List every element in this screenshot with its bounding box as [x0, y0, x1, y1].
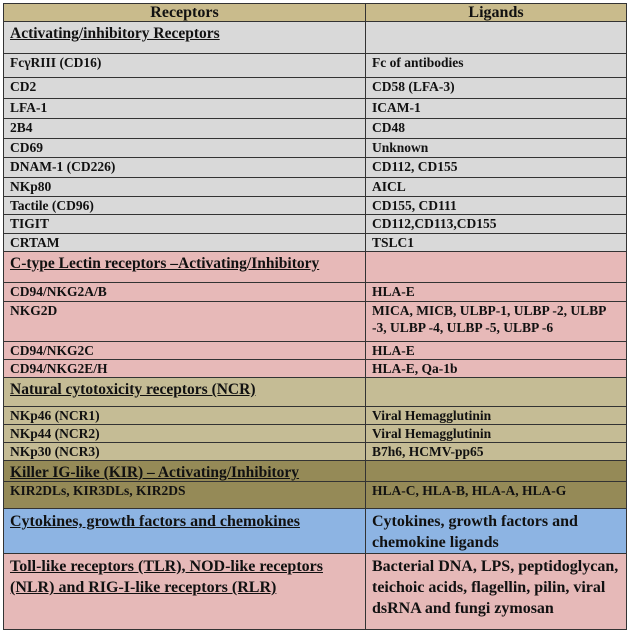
receptor-ligand-table: Receptors Ligands Activating/inhibitory …: [3, 3, 627, 630]
section-title: Cytokines, growth factors and chemokines: [3, 508, 366, 554]
ligand-cell: TSLC1: [365, 233, 627, 252]
receptor-cell: Tactile (CD96): [3, 196, 366, 215]
receptor-cell: CD94/NKG2E/H: [3, 359, 366, 378]
receptor-cell: DNAM-1 (CD226): [3, 157, 366, 178]
ligand-cell: AICL: [365, 177, 627, 197]
ligand-cell: CD58 (LFA-3): [365, 77, 627, 99]
ligand-cell: Unknown: [365, 138, 627, 158]
section-header-row: Natural cytotoxicity receptors (NCR): [3, 377, 627, 407]
receptor-cell: NKp46 (NCR1): [3, 406, 366, 425]
ligand-cell: ICAM-1: [365, 98, 627, 119]
ligand-cell: B7h6, HCMV-pp65: [365, 442, 627, 461]
table-row: NKp30 (NCR3) B7h6, HCMV-pp65: [3, 442, 627, 461]
section-title: Toll-like receptors (TLR), NOD-like rece…: [3, 553, 366, 630]
table-row: CRTAM TSLC1: [3, 233, 627, 252]
section-title: Natural cytotoxicity receptors (NCR): [3, 377, 366, 407]
table-row: LFA-1 ICAM-1: [3, 98, 627, 119]
table-row: CD94/NKG2C HLA-E: [3, 341, 627, 360]
section-ligand: [365, 460, 627, 482]
section-header-row: Toll-like receptors (TLR), NOD-like rece…: [3, 553, 627, 630]
table-row: CD94/NKG2E/H HLA-E, Qa-1b: [3, 359, 627, 378]
header-row: Receptors Ligands: [3, 3, 627, 22]
table-row: CD94/NKG2A/B HLA-E: [3, 282, 627, 302]
section-header-row: Activating/inhibitory Receptors: [3, 21, 627, 54]
section-header-row: Cytokines, growth factors and chemokines…: [3, 508, 627, 554]
receptor-cell: NKG2D: [3, 301, 366, 342]
table-row: NKp46 (NCR1) Viral Hemagglutinin: [3, 406, 627, 425]
table-row: NKp44 (NCR2) Viral Hemagglutinin: [3, 424, 627, 443]
ligand-cell: HLA-E: [365, 282, 627, 302]
section-title: Activating/inhibitory Receptors: [3, 21, 366, 54]
receptor-cell: CD94/NKG2A/B: [3, 282, 366, 302]
receptor-cell: NKp30 (NCR3): [3, 442, 366, 461]
header-ligands: Ligands: [365, 3, 627, 22]
table-row: TIGIT CD112,CD113,CD155: [3, 214, 627, 234]
ligand-cell: Fc of antibodies: [365, 53, 627, 78]
section-ligand: Bacterial DNA, LPS, peptidoglycan, teich…: [365, 553, 627, 630]
ligand-cell: CD112,CD113,CD155: [365, 214, 627, 234]
receptor-cell: CD94/NKG2C: [3, 341, 366, 360]
section-header-row: C-type Lectin receptors –Activating/Inhi…: [3, 251, 627, 283]
ligand-cell: HLA-E: [365, 341, 627, 360]
receptor-cell: TIGIT: [3, 214, 366, 234]
receptor-cell: NKp44 (NCR2): [3, 424, 366, 443]
table-row: KIR2DLs, KIR3DLs, KIR2DS HLA-C, HLA-B, HL…: [3, 481, 627, 509]
section-header-row: Killer IG-like (KIR) – Activating/Inhibi…: [3, 460, 627, 482]
table-row: Tactile (CD96) CD155, CD111: [3, 196, 627, 215]
table-row: FcγRIII (CD16) Fc of antibodies: [3, 53, 627, 78]
ligand-cell: CD48: [365, 118, 627, 139]
receptor-cell: CD69: [3, 138, 366, 158]
receptor-cell: FcγRIII (CD16): [3, 53, 366, 78]
section-ligand: Cytokines, growth factors and chemokine …: [365, 508, 627, 554]
table-row: CD2 CD58 (LFA-3): [3, 77, 627, 99]
section-title: Killer IG-like (KIR) – Activating/Inhibi…: [3, 460, 366, 482]
ligand-cell: CD112, CD155: [365, 157, 627, 178]
ligand-cell: HLA-E, Qa-1b: [365, 359, 627, 378]
table-row: NKG2D MICA, MICB, ULBP-1, ULBP -2, ULBP -…: [3, 301, 627, 342]
ligand-cell: CD155, CD111: [365, 196, 627, 215]
table-row: NKp80 AICL: [3, 177, 627, 197]
receptor-cell: 2B4: [3, 118, 366, 139]
receptor-cell: CRTAM: [3, 233, 366, 252]
table-row: 2B4 CD48: [3, 118, 627, 139]
receptor-cell: KIR2DLs, KIR3DLs, KIR2DS: [3, 481, 366, 509]
section-ligand: [365, 377, 627, 407]
section-title: C-type Lectin receptors –Activating/Inhi…: [3, 251, 366, 283]
table-row: DNAM-1 (CD226) CD112, CD155: [3, 157, 627, 178]
section-ligand: [365, 21, 627, 54]
ligand-cell: Viral Hemagglutinin: [365, 406, 627, 425]
receptor-cell: NKp80: [3, 177, 366, 197]
header-receptors: Receptors: [3, 3, 366, 22]
ligand-cell: MICA, MICB, ULBP-1, ULBP -2, ULBP -3, UL…: [365, 301, 627, 342]
ligand-cell: HLA-C, HLA-B, HLA-A, HLA-G: [365, 481, 627, 509]
table-row: CD69 Unknown: [3, 138, 627, 158]
receptor-cell: LFA-1: [3, 98, 366, 119]
ligand-cell: Viral Hemagglutinin: [365, 424, 627, 443]
receptor-cell: CD2: [3, 77, 366, 99]
section-ligand: [365, 251, 627, 283]
